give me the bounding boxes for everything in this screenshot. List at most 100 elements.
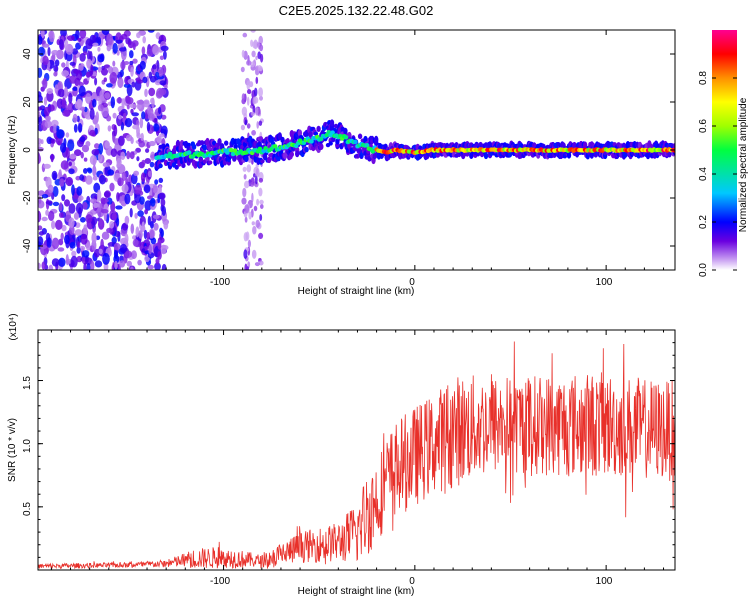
spectrogram-noise-cell	[117, 177, 124, 187]
spectrogram-noise-cell	[116, 192, 120, 202]
spectrogram-noise-cell	[117, 77, 124, 89]
spectrogram-noise-cell	[163, 220, 169, 230]
spectrogram-noise-cell	[64, 234, 70, 245]
spectrogram-noise-cell	[250, 39, 254, 47]
spectrogram-noise-cell	[71, 250, 77, 257]
spectrogram-noise-cell	[130, 223, 135, 234]
spectrogram-noise-cell	[56, 129, 64, 139]
spectrogram-noise-cell	[126, 97, 134, 105]
spectrogram-noise-cell	[109, 71, 118, 84]
spectrogram-noise-cell	[246, 164, 252, 173]
spectrogram-noise-cell	[131, 112, 139, 117]
spectrogram-noise-cell	[59, 212, 64, 218]
spectrogram-noise-cell	[244, 180, 250, 189]
colorbar-tick-label: 0.2	[698, 215, 709, 229]
spectrogram-noise-cell	[38, 225, 43, 231]
spectrogram-noise-cell	[86, 262, 91, 270]
spectrogram-noise-cell	[96, 189, 102, 202]
spectrogram-noise-cell	[79, 174, 85, 181]
spectrogram-noise-cell	[106, 83, 113, 88]
bottom-y-tick-label: 1.0	[22, 439, 33, 453]
spectrogram-noise-cell	[149, 221, 154, 229]
spectrogram-noise-cell	[42, 55, 49, 66]
spectrogram-noise-cell	[119, 243, 127, 253]
spectrogram-noise-cell	[69, 75, 77, 84]
spectrogram-noise-cell	[38, 115, 43, 125]
spectrogram-noise-cell	[158, 88, 167, 96]
spectrogram-noise-cell	[68, 92, 73, 104]
spectrogram-noise-cell	[140, 172, 146, 183]
spectrogram-noise-cell	[102, 162, 110, 168]
spectrogram-noise-cell	[250, 111, 255, 116]
spectrogram-noise-cell	[247, 89, 252, 95]
spectrogram-noise-cell	[159, 133, 165, 138]
spectrogram-noise-cell	[53, 65, 59, 72]
spectrogram-noise-cell	[67, 35, 75, 41]
spectrogram-noise-cell	[255, 76, 259, 84]
spectrogram-noise-cell	[60, 142, 67, 153]
spectrogram-noise-cell	[59, 178, 65, 187]
spectrogram-noise-cell	[64, 39, 69, 52]
spectrogram-noise-cell	[129, 60, 134, 66]
spectrogram-noise-cell	[68, 217, 75, 228]
colorbar-tick-label: 0.0	[698, 263, 709, 277]
spectrogram-noise-cell	[87, 168, 93, 174]
spectrogram-noise-cell	[150, 197, 156, 207]
spectrogram-noise-cell	[75, 70, 83, 81]
spectrogram-noise-cell	[143, 100, 150, 108]
spectrogram-ridge-cell	[202, 144, 207, 151]
spectrogram-noise-cell	[106, 44, 112, 52]
spectrogram-noise-cell	[145, 148, 150, 153]
spectrogram-noise-cell	[106, 197, 113, 205]
spectrogram-noise-cell	[255, 219, 260, 228]
spectrogram-noise-cell	[137, 79, 144, 84]
snr-ticks	[38, 330, 675, 570]
spectrogram-noise-cell	[38, 236, 44, 247]
colorbar-tick-label: 0.6	[698, 119, 709, 133]
spectrogram-noise-cell	[126, 150, 131, 160]
colorbar-gradient	[712, 30, 737, 270]
spectrogram-noise-cell	[148, 244, 152, 255]
spectrogram-noise-cell	[124, 118, 133, 128]
spectrogram-noise-cell	[45, 200, 53, 205]
colorbar: 0.0 0.2 0.4 0.6 0.8 Normalized spectral …	[698, 30, 749, 277]
spectrogram-ridge-cell	[379, 154, 384, 159]
spectrogram-noise-cell	[131, 250, 137, 260]
spectrogram-noise-cell	[50, 138, 56, 144]
spectrogram-noise-cell	[148, 71, 153, 80]
spectrogram-ridge-cell	[266, 156, 272, 164]
spectrogram-noise-cell	[259, 44, 264, 52]
spectrogram-noise-cell	[113, 254, 120, 264]
spectrogram-noise-cell	[47, 184, 54, 193]
spectrogram-noise-cell	[77, 37, 82, 42]
spectrogram-noise-cell	[38, 106, 43, 111]
spectrogram-noise-cell	[43, 106, 50, 117]
spectrogram-noise-cell	[89, 198, 98, 204]
spectrogram-noise-cell	[75, 175, 81, 181]
spectrogram-noise-cell	[242, 166, 247, 172]
spectrogram-noise-cell	[65, 132, 70, 138]
spectrogram-noise-cell	[68, 161, 73, 167]
spectrogram-noise-cell	[76, 247, 81, 254]
spectrogram-noise-cell	[38, 196, 42, 204]
spectrogram-noise-cell	[130, 66, 134, 77]
bottom-y-tick-label: 1.5	[22, 376, 33, 390]
spectrogram-noise-cell	[241, 106, 248, 117]
spectrogram-noise-cell	[112, 60, 116, 67]
spectrogram-noise-cell	[90, 64, 94, 76]
spectrogram-noise-cell	[241, 49, 245, 58]
spectrogram-noise-cell	[141, 221, 145, 232]
spectrogram-noise-cell	[116, 217, 120, 227]
spectrogram-noise-cell	[158, 185, 162, 195]
spectrogram-noise-cell	[43, 96, 48, 106]
spectrogram-noise-cell	[251, 192, 254, 203]
spectrogram-ridge-cell	[199, 140, 205, 146]
spectrogram-ridge-cell	[289, 151, 294, 158]
spectrogram-noise-cell	[240, 66, 245, 73]
spectrogram-noise-cell	[61, 70, 70, 77]
spectrogram-noise-cell	[152, 185, 158, 194]
spectrogram-noise-cell	[159, 227, 163, 234]
spectrogram-noise-cell	[159, 55, 164, 61]
spectrogram-noise-cell	[93, 202, 99, 208]
spectrogram-noise-cell	[71, 184, 75, 196]
